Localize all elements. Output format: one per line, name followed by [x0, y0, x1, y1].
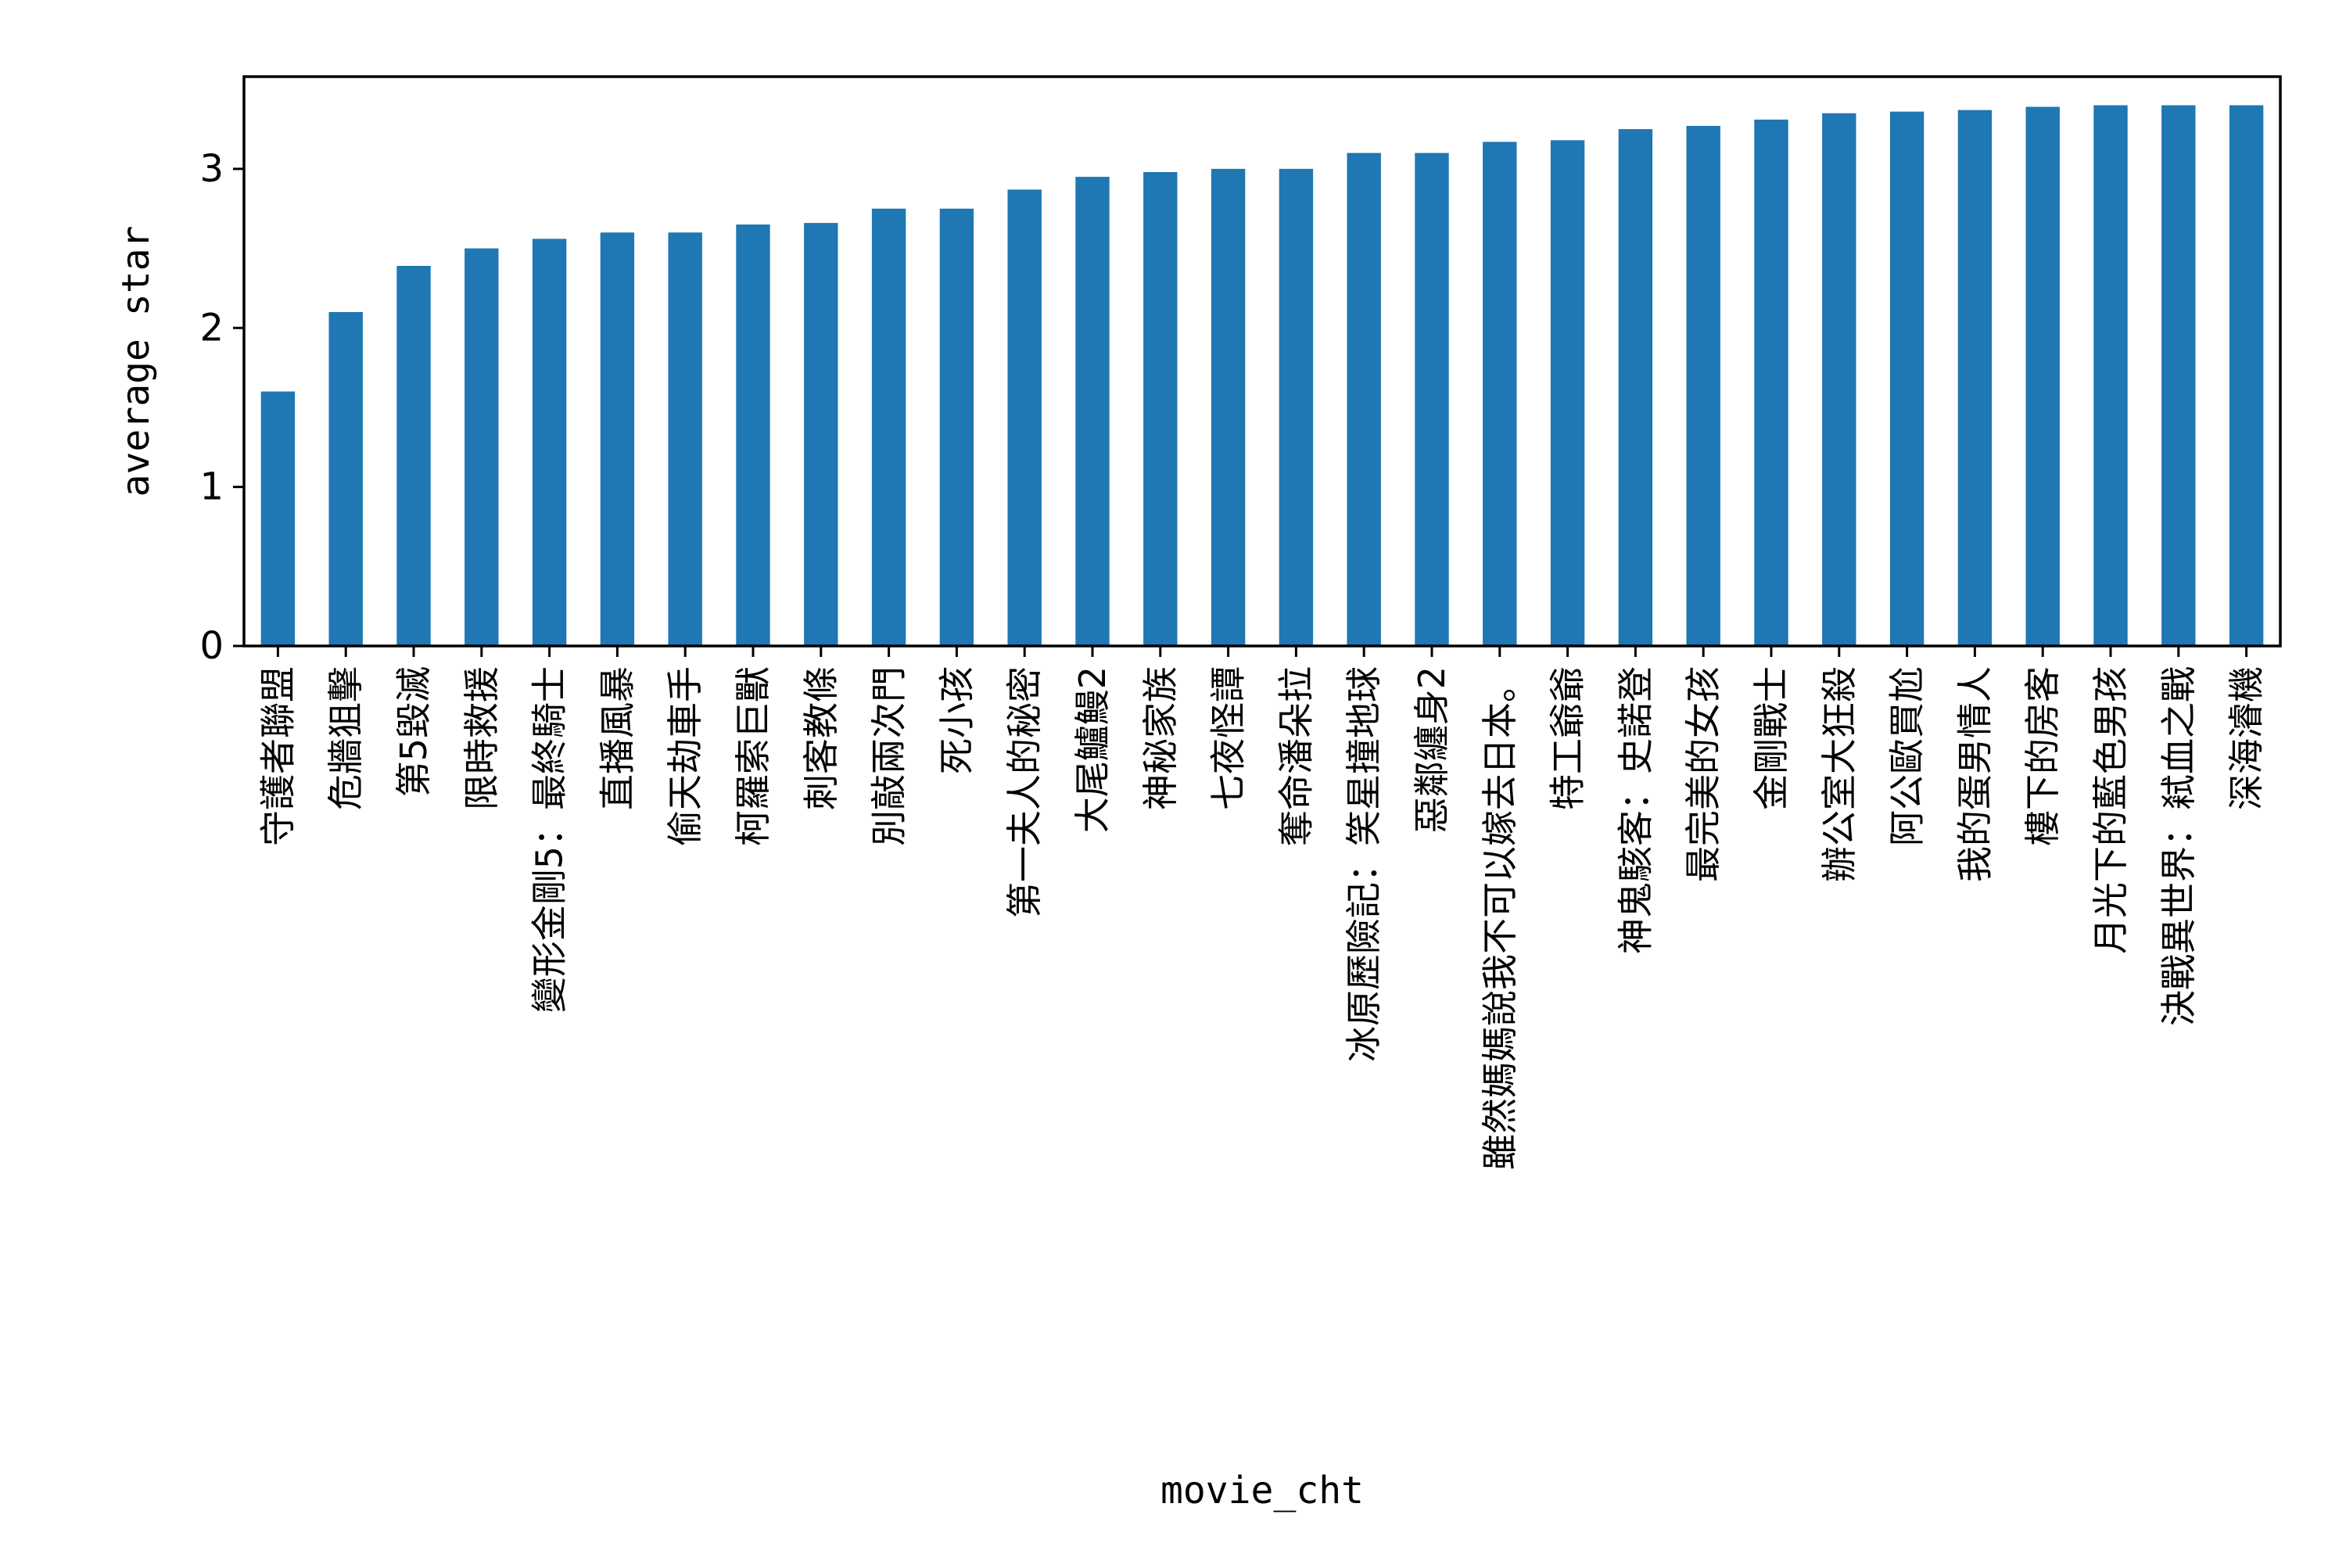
bar-21: [1686, 126, 1720, 646]
bar-7: [736, 224, 770, 647]
x-tick-label-26: 樓下的房客: [2021, 666, 2064, 846]
x-tick-label-2: 第5毀滅: [393, 666, 435, 797]
x-tick-label-27: 月光下的藍色男孩: [2090, 666, 2132, 954]
x-tick-label-14: 七夜怪譚: [1207, 666, 1250, 810]
x-tick-label-22: 金剛戰士: [1750, 666, 1792, 810]
x-tick-label-5: 直播風暴: [596, 666, 638, 810]
bar-10: [939, 208, 974, 646]
bar-19: [1550, 140, 1585, 647]
y-axis: 0 1 2 3: [199, 147, 244, 668]
x-tick-label-15: 奪命潘朵拉: [1275, 666, 1317, 846]
y-tick-label-1: 1: [199, 465, 224, 509]
x-tick-label-16: 冰原歷險記：笑星撞地球: [1343, 666, 1385, 1062]
bar-11: [1007, 189, 1042, 646]
bar-12: [1075, 177, 1110, 647]
plot-frame: [242, 75, 2282, 648]
x-tick-label-21: 最完美的女孩: [1682, 666, 1724, 882]
bar-22: [1754, 119, 1788, 646]
x-axis: 守護者聯盟 危牆狙擊 第5毀滅 限時救援 變形金剛5：最終騎士 直播風暴 偷天劫車手 柯羅索巨…: [256, 646, 2268, 1170]
x-tick-label-10: 死小孩: [935, 666, 978, 774]
bar-2: [396, 266, 431, 646]
bars-layer: [260, 105, 2264, 647]
bar-29: [2229, 105, 2264, 647]
x-tick-label-19: 特工爺爺: [1547, 666, 1589, 810]
bar-3: [465, 248, 499, 646]
x-tick-label-4: 變形金剛5：最終騎士: [529, 666, 571, 1013]
bar-23: [1822, 113, 1856, 647]
bar-1: [328, 312, 363, 646]
bar-0: [260, 391, 296, 646]
y-tick-label-0: 0: [199, 624, 224, 668]
y-axis-label: average star: [114, 226, 158, 497]
bar-18: [1483, 142, 1517, 646]
bar-14: [1211, 168, 1246, 646]
x-tick-label-6: 偷天劫車手: [664, 666, 706, 846]
x-tick-label-3: 限時救援: [461, 666, 503, 810]
bar-17: [1415, 152, 1449, 647]
x-tick-label-17: 惡鄰纏身2: [1411, 666, 1453, 833]
y-tick-label-2: 2: [199, 306, 224, 350]
x-tick-label-1: 危牆狙擊: [325, 666, 367, 810]
x-tick-label-9: 別敲兩次門: [868, 666, 910, 846]
x-tick-label-23: 辦公室大狂殺: [1818, 666, 1860, 882]
x-tick-label-20: 神鬼駭客：史諾登: [1614, 666, 1656, 954]
bar-16: [1347, 152, 1381, 647]
x-tick-label-24: 阿公歐買尬: [1886, 666, 1928, 846]
y-tick-label-3: 3: [199, 147, 224, 191]
x-axis-label: movie_cht: [1160, 1469, 1364, 1512]
bar-27: [2093, 105, 2128, 647]
bar-13: [1143, 172, 1178, 646]
x-tick-label-11: 第一夫人的秘密: [1003, 666, 1046, 918]
bar-5: [600, 232, 635, 646]
bar-28: [2161, 105, 2196, 647]
bar-8: [804, 223, 838, 647]
x-tick-label-29: 深海濬機: [2226, 666, 2268, 810]
bar-20: [1618, 129, 1653, 647]
x-tick-label-12: 大尾鱸鰻2: [1071, 666, 1114, 833]
bar-4: [532, 239, 567, 646]
x-tick-label-13: 神秘家族: [1139, 666, 1182, 810]
bar-25: [1957, 109, 1993, 646]
bar-6: [668, 232, 702, 646]
x-tick-label-18: 雖然媽媽說我不可以嫁去日本。: [1479, 666, 1521, 1170]
x-tick-label-25: 我的蛋男情人: [1953, 666, 1996, 882]
x-tick-label-8: 刺客教條: [800, 666, 842, 810]
bar-9: [871, 208, 906, 646]
bar-24: [1889, 111, 1925, 646]
x-tick-label-7: 柯羅索巨獸: [732, 666, 774, 846]
x-tick-label-28: 決戰異世界：弒血之戰: [2158, 666, 2200, 1026]
bar-26: [2025, 106, 2060, 647]
bar-15: [1279, 168, 1314, 646]
x-tick-label-0: 守護者聯盟: [256, 666, 299, 846]
